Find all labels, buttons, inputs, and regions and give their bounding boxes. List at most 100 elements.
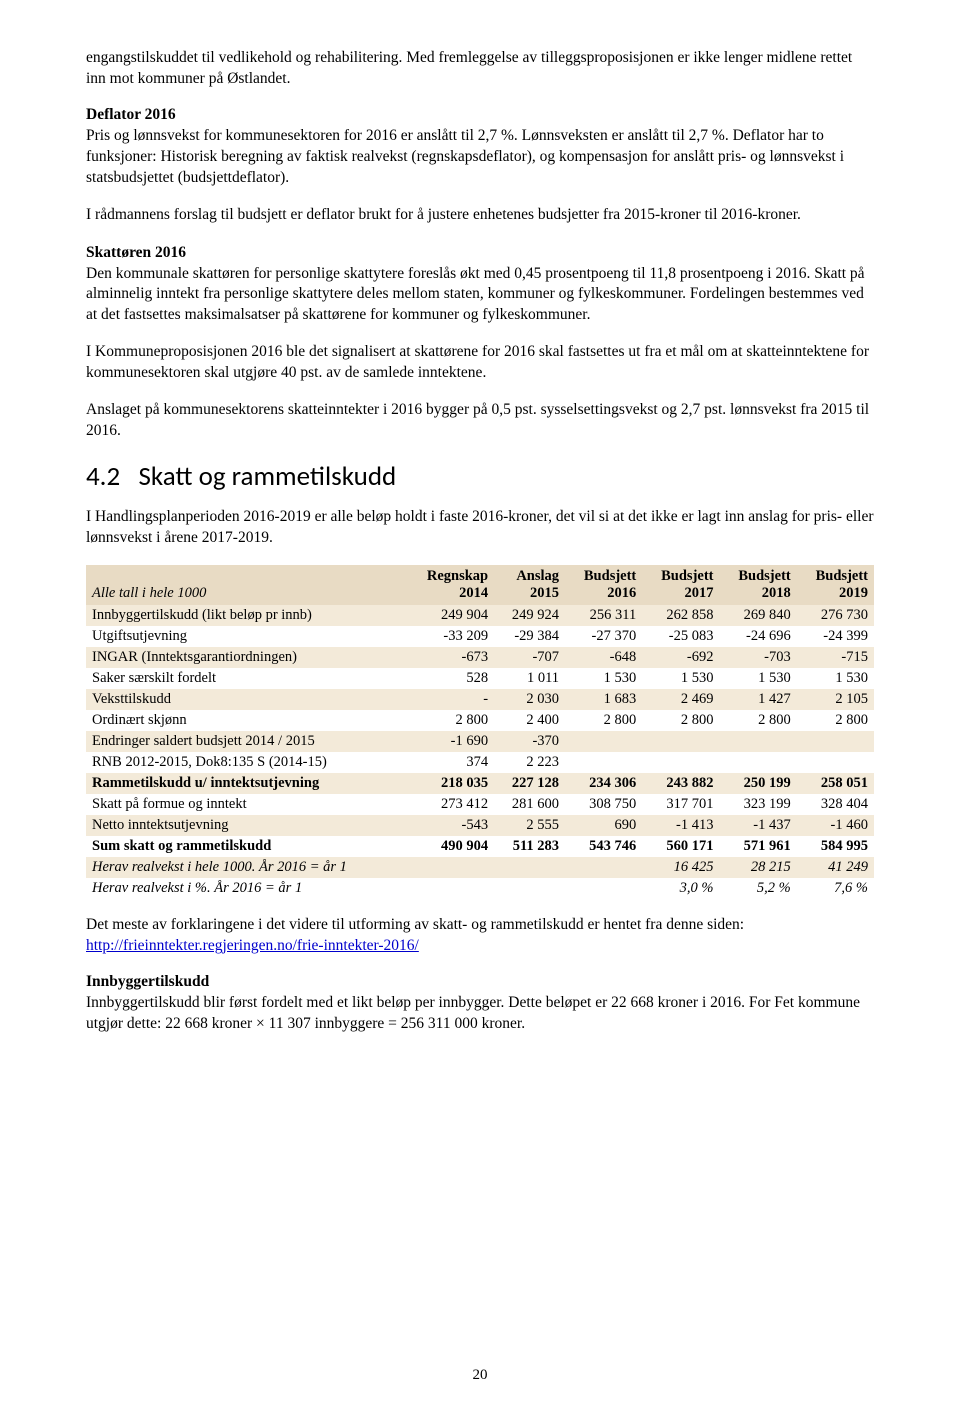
row-value xyxy=(720,752,797,773)
row-label: Sum skatt og rammetilskudd xyxy=(86,836,406,857)
section-4-2-p1: I Handlingsplanperioden 2016-2019 er all… xyxy=(86,507,874,549)
table-row: Innbyggertilskudd (likt beløp pr innb)24… xyxy=(86,605,874,626)
table-row: Skatt på formue og inntekt273 412281 600… xyxy=(86,794,874,815)
table-row: INGAR (Inntektsgarantiordningen)-673-707… xyxy=(86,647,874,668)
row-value: 1 530 xyxy=(720,668,797,689)
row-value: -1 690 xyxy=(406,731,494,752)
row-value: 1 011 xyxy=(494,668,565,689)
skattoren-p2: I Kommuneproposisjonen 2016 ble det sign… xyxy=(86,342,874,384)
row-label: Skatt på formue og inntekt xyxy=(86,794,406,815)
table-row: RNB 2012-2015, Dok8:135 S (2014-15)3742 … xyxy=(86,752,874,773)
deflator-p1: Pris og lønnsvekst for kommunesektoren f… xyxy=(86,126,874,189)
row-value xyxy=(565,731,642,752)
row-value: 560 171 xyxy=(642,836,719,857)
row-value: 273 412 xyxy=(406,794,494,815)
row-value xyxy=(565,857,642,878)
row-label: Utgiftsutjevning xyxy=(86,626,406,647)
row-value: 250 199 xyxy=(720,773,797,794)
row-value: 1 683 xyxy=(565,689,642,710)
row-value: -27 370 xyxy=(565,626,642,647)
row-value xyxy=(797,752,874,773)
deflator-p2: I rådmannens forslag til budsjett er def… xyxy=(86,205,874,226)
skattoren-section: Skattøren 2016 Den kommunale skattøren f… xyxy=(86,244,874,442)
row-value: -29 384 xyxy=(494,626,565,647)
row-value xyxy=(797,731,874,752)
after-table-p1: Det meste av forklaringene i det videre … xyxy=(86,915,874,957)
row-label: Netto inntektsutjevning xyxy=(86,815,406,836)
row-value: -703 xyxy=(720,647,797,668)
row-label: Ordinært skjønn xyxy=(86,710,406,731)
intro-paragraph: engangstilskuddet til vedlikehold og reh… xyxy=(86,48,874,90)
row-value: -33 209 xyxy=(406,626,494,647)
row-value: 374 xyxy=(406,752,494,773)
innbygger-p1: Innbyggertilskudd blir først fordelt med… xyxy=(86,993,874,1035)
row-value: 28 215 xyxy=(720,857,797,878)
row-value: 511 283 xyxy=(494,836,565,857)
row-value: 2 030 xyxy=(494,689,565,710)
skattoren-heading: Skattøren 2016 xyxy=(86,244,874,262)
page-number: 20 xyxy=(0,1367,960,1384)
row-value xyxy=(720,731,797,752)
table-row: Herav realvekst i %. År 2016 = år 1 3,0 %… xyxy=(86,878,874,899)
row-value: -715 xyxy=(797,647,874,668)
table-col-2: Budsjett2016 xyxy=(565,565,642,605)
row-value: 3,0 % xyxy=(642,878,719,899)
row-value xyxy=(642,731,719,752)
table-col-1: Anslag2015 xyxy=(494,565,565,605)
innbyggertilskudd-section: Innbyggertilskudd Innbyggertilskudd blir… xyxy=(86,973,874,1035)
section-number: 4.2 xyxy=(86,460,120,493)
row-value: - xyxy=(406,689,494,710)
row-value xyxy=(494,878,565,899)
table-row: Veksttilskudd-2 0301 6832 4691 4272 105 xyxy=(86,689,874,710)
row-value: 7,6 % xyxy=(797,878,874,899)
table-col-0: Regnskap2014 xyxy=(406,565,494,605)
row-label: Innbyggertilskudd (likt beløp pr innb) xyxy=(86,605,406,626)
row-value: 543 746 xyxy=(565,836,642,857)
table-body: Innbyggertilskudd (likt beløp pr innb)24… xyxy=(86,605,874,899)
row-label: Endringer saldert budsjett 2014 / 2015 xyxy=(86,731,406,752)
row-value: 2 800 xyxy=(797,710,874,731)
row-value: -648 xyxy=(565,647,642,668)
row-value: 218 035 xyxy=(406,773,494,794)
row-value: 1 530 xyxy=(797,668,874,689)
section-title-text: Skatt og rammetilskudd xyxy=(139,460,397,493)
row-value: -692 xyxy=(642,647,719,668)
row-value: 2 469 xyxy=(642,689,719,710)
row-label: Herav realvekst i %. År 2016 = år 1 xyxy=(86,878,406,899)
table-row: Sum skatt og rammetilskudd490 904511 283… xyxy=(86,836,874,857)
row-value: 2 800 xyxy=(720,710,797,731)
row-value: 1 427 xyxy=(720,689,797,710)
table-row: Ordinært skjønn2 8002 4002 8002 8002 800… xyxy=(86,710,874,731)
row-value: 256 311 xyxy=(565,605,642,626)
row-value: 234 306 xyxy=(565,773,642,794)
row-value: 528 xyxy=(406,668,494,689)
row-value xyxy=(642,752,719,773)
document-page: engangstilskuddet til vedlikehold og reh… xyxy=(0,0,960,1412)
row-value: 490 904 xyxy=(406,836,494,857)
table-row: Endringer saldert budsjett 2014 / 2015-1… xyxy=(86,731,874,752)
skattoren-p1: Den kommunale skattøren for personlige s… xyxy=(86,264,874,327)
row-label: Veksttilskudd xyxy=(86,689,406,710)
row-value: 2 223 xyxy=(494,752,565,773)
row-value: 317 701 xyxy=(642,794,719,815)
row-value: 258 051 xyxy=(797,773,874,794)
row-label: Herav realvekst i hele 1000. År 2016 = å… xyxy=(86,857,406,878)
row-value: 16 425 xyxy=(642,857,719,878)
table-row: Utgiftsutjevning-33 209-29 384-27 370-25… xyxy=(86,626,874,647)
row-label: RNB 2012-2015, Dok8:135 S (2014-15) xyxy=(86,752,406,773)
row-value: 2 400 xyxy=(494,710,565,731)
row-value: -24 696 xyxy=(720,626,797,647)
table-col-4: Budsjett2018 xyxy=(720,565,797,605)
table-row: Netto inntektsutjevning-5432 555690-1 41… xyxy=(86,815,874,836)
row-value xyxy=(494,857,565,878)
row-value: -1 413 xyxy=(642,815,719,836)
skattoren-p3: Anslaget på kommunesektorens skatteinnte… xyxy=(86,400,874,442)
source-link[interactable]: http://frieinntekter.regjeringen.no/frie… xyxy=(86,937,419,954)
row-value: 1 530 xyxy=(642,668,719,689)
table-col-5: Budsjett2019 xyxy=(797,565,874,605)
row-value: -24 399 xyxy=(797,626,874,647)
row-value: 227 128 xyxy=(494,773,565,794)
table-row: Rammetilskudd u/ inntektsutjevning218 03… xyxy=(86,773,874,794)
row-value: 571 961 xyxy=(720,836,797,857)
row-value: 2 105 xyxy=(797,689,874,710)
